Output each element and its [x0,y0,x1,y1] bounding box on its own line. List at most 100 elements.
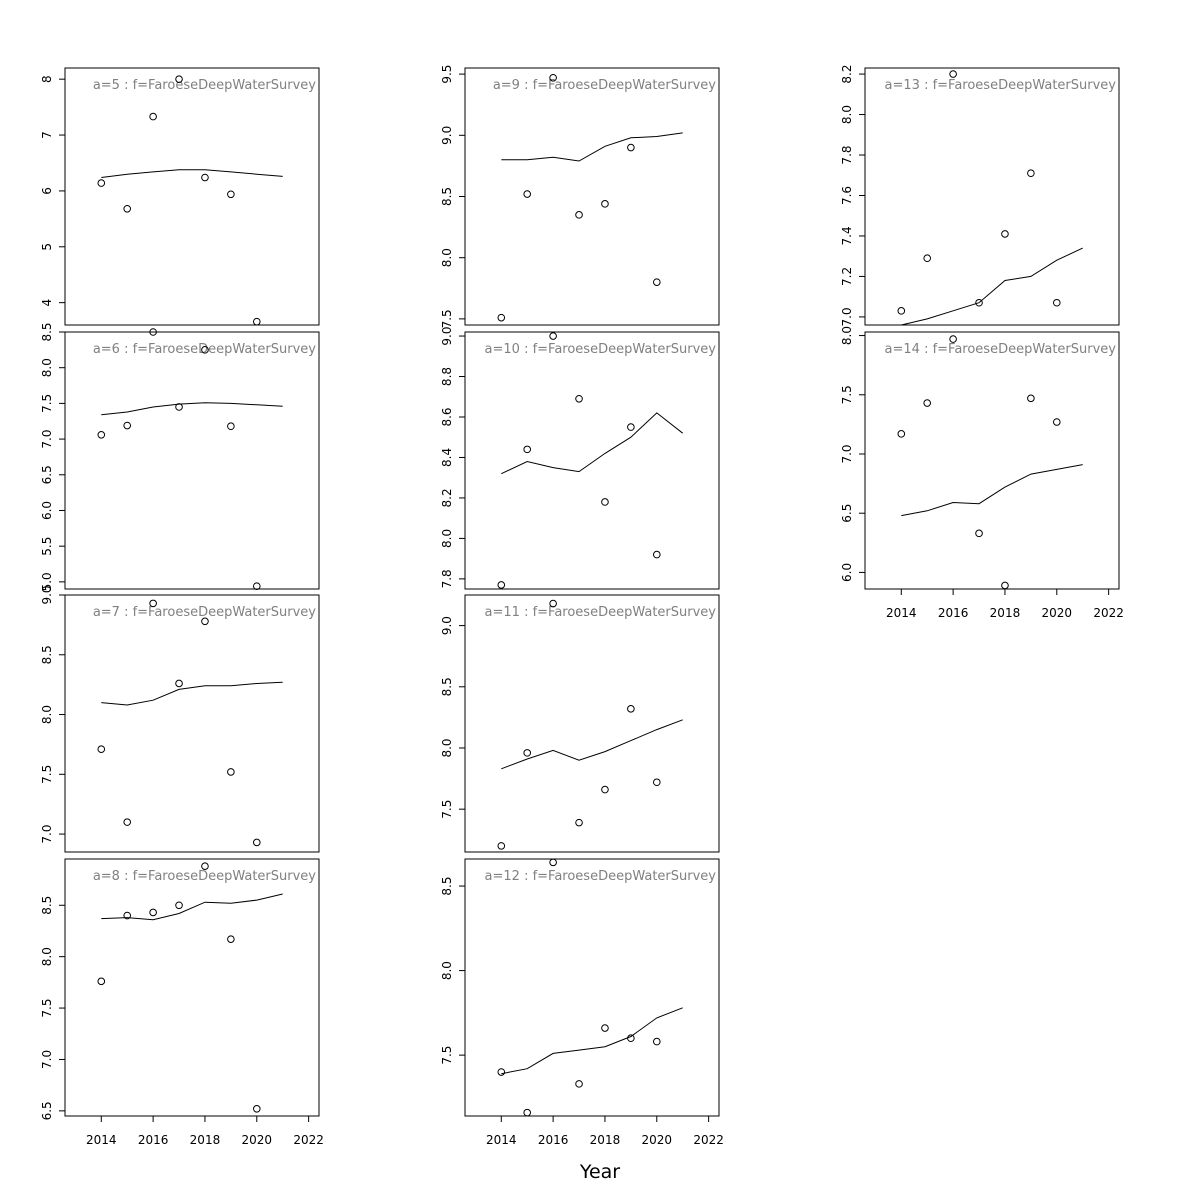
y-tick-label: 8.0 [840,326,854,345]
fitted-line [901,464,1083,517]
y-tick-label: 8.5 [40,322,54,341]
observed-point [123,204,132,213]
y-tick-label: 9.5 [440,65,454,84]
fitted-line [501,1007,683,1075]
observed-point [149,908,157,917]
y-tick-label: 6.0 [840,563,854,582]
y-tick-label: 7.0 [840,307,854,326]
y-tick-label: 8.5 [40,896,54,915]
observed-point [97,977,106,986]
panel-title: a=10 : f=FaroeseDeepWaterSurvey [485,342,717,357]
observed-point [523,190,532,198]
y-tick-label: 9.0 [440,126,454,145]
y-tick-label: 8.2 [440,488,454,507]
observed-point [252,1105,261,1113]
y-tick-label: 5.0 [40,572,54,591]
panel-title: a=5 : f=FaroeseDeepWaterSurvey [93,78,316,93]
panel-frame [64,594,320,853]
observed-point [227,422,235,431]
observed-point [897,430,906,438]
observed-point [523,1108,532,1117]
y-tick-label: 7.5 [440,800,454,819]
y-tick-label: 4 [40,299,54,307]
observed-point [652,778,661,787]
fitted-line [101,893,283,921]
observed-point [201,617,209,626]
x-tick-label: 2014 [886,606,917,620]
fitted-line [101,402,283,416]
y-tick-label: 8.5 [40,645,54,664]
y-tick-label: 7.2 [840,267,854,286]
observed-point [123,818,132,826]
y-tick-label: 7.0 [40,825,54,844]
observed-point [175,901,183,910]
panel-frame [464,858,720,1117]
observations [497,599,661,850]
panel-a11: 7.5 8.0 8.5 9.0 a=11 : f=FaroeseDeepWaterSur… [440,594,720,853]
observed-point [497,581,506,589]
observed-point [575,818,583,827]
y-tick-label: 7.5 [40,999,54,1018]
y-tick-label: 7.5 [40,765,54,784]
observed-point [201,862,209,870]
y-tick-label: 6.5 [840,504,854,523]
x-tick-label: 2018 [990,606,1021,620]
observed-point [1001,230,1009,238]
observed-point [601,200,609,208]
x-tick-label: 2020 [242,1133,273,1147]
observations [97,328,261,590]
observed-point [601,498,609,506]
panel-frame [864,67,1120,326]
x-tick-label: 2022 [1093,606,1124,620]
y-tick-label: 6.5 [40,1101,54,1120]
observed-point [149,328,157,336]
observed-point [123,911,132,920]
observations [897,70,1061,315]
observed-point [627,705,635,713]
y-tick-label: 8.2 [840,65,854,84]
panel-title: a=9 : f=FaroeseDeepWaterSurvey [493,78,716,93]
panel-title: a=11 : f=FaroeseDeepWaterSurvey [485,605,717,620]
panel-frame [464,331,720,590]
observed-point [575,394,583,403]
y-tick-label: 8.0 [40,947,54,966]
y-tick-label: 8.0 [40,358,54,377]
observed-point [201,346,209,354]
observed-point [1052,298,1061,307]
observed-point [897,307,906,315]
observed-point [949,70,957,78]
x-tick-label: 2020 [642,1133,673,1147]
fitted-line [101,681,283,706]
y-axis: 6.5 7.0 7.5 8.0 8.5 [40,896,65,1120]
panel-frame [64,858,320,1117]
y-tick-label: 8 [40,75,54,83]
x-axis-col1: 2014 2016 2018 2020 2022 [86,1116,324,1147]
y-axis: 7.0 7.2 7.4 7.6 7.8 8.0 8.2 [840,65,865,326]
y-tick-label: 8.5 [440,877,454,896]
y-tick-label: 6.5 [40,465,54,484]
y-tick-label: 8.8 [440,367,454,386]
x-tick-label: 2020 [1042,606,1073,620]
panel-a8: 6.5 7.0 7.5 8.0 8.5 a=8 : f=FaroeseDeepWaterS… [40,858,320,1120]
observed-point [252,317,261,326]
observed-point [549,332,557,340]
x-tick-label: 2018 [590,1133,621,1147]
panel-a9: 7.5 8.0 8.5 9.0 9.5 a=9 : f=FaroeseDeepWaterS… [440,65,720,328]
observed-point [627,143,635,152]
observed-point [575,211,583,219]
observed-point [252,838,261,847]
x-tick-label: 2016 [538,1133,569,1147]
observed-point [575,1080,583,1088]
x-tick-label: 2022 [693,1133,724,1147]
x-tick-label: 2016 [138,1133,169,1147]
panel-a13: 7.0 7.2 7.4 7.6 7.8 8.0 8.2 a=13 : f=FaroeseDee… [840,65,1120,326]
observed-point [227,190,235,199]
x-tick-label: 2014 [86,1133,117,1147]
observed-point [1027,394,1035,403]
observations [97,75,261,326]
observed-point [652,550,661,559]
fitted-line [101,169,283,178]
y-tick-label: 7.5 [840,385,854,404]
